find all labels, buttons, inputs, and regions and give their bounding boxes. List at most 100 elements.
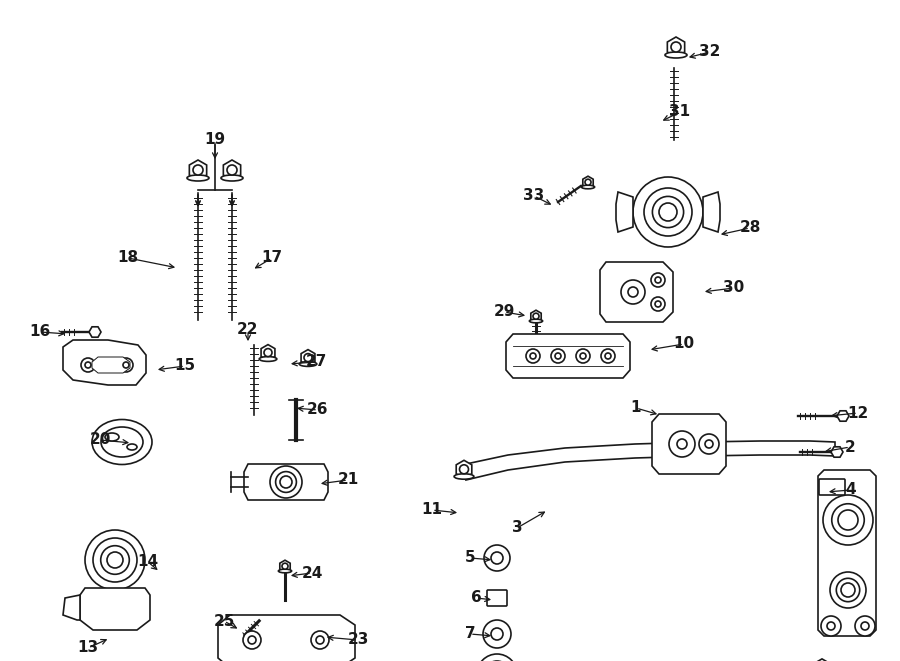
Ellipse shape [92, 420, 152, 465]
Text: 16: 16 [30, 325, 50, 340]
Circle shape [282, 563, 288, 569]
Circle shape [855, 616, 875, 636]
Circle shape [551, 349, 565, 363]
Text: 25: 25 [213, 613, 235, 629]
Circle shape [671, 42, 681, 52]
Text: 11: 11 [421, 502, 443, 518]
Polygon shape [818, 470, 876, 636]
Ellipse shape [127, 444, 137, 450]
Polygon shape [703, 192, 720, 232]
Circle shape [823, 495, 873, 545]
Text: 22: 22 [238, 323, 259, 338]
Circle shape [651, 273, 665, 287]
Circle shape [841, 583, 855, 597]
Circle shape [705, 440, 713, 448]
Text: 32: 32 [699, 44, 721, 59]
Circle shape [651, 297, 665, 311]
Polygon shape [63, 340, 146, 385]
Text: 15: 15 [175, 358, 195, 373]
Text: 31: 31 [670, 104, 690, 120]
Circle shape [243, 631, 261, 649]
Circle shape [460, 465, 469, 474]
Text: 26: 26 [307, 403, 328, 418]
Text: 33: 33 [524, 188, 544, 204]
Circle shape [311, 631, 329, 649]
Circle shape [628, 287, 638, 297]
Circle shape [576, 349, 590, 363]
Circle shape [838, 510, 858, 530]
Circle shape [555, 353, 561, 359]
Text: 13: 13 [77, 641, 99, 656]
Circle shape [821, 616, 841, 636]
Circle shape [248, 636, 256, 644]
Ellipse shape [259, 356, 277, 362]
Circle shape [484, 545, 510, 571]
Circle shape [655, 301, 661, 307]
Circle shape [304, 354, 312, 362]
Text: 6: 6 [471, 590, 482, 605]
Text: 14: 14 [138, 555, 158, 570]
Polygon shape [218, 615, 355, 661]
Circle shape [264, 348, 272, 356]
Text: 2: 2 [844, 440, 855, 455]
Circle shape [280, 476, 292, 488]
Text: 30: 30 [724, 280, 744, 295]
Circle shape [227, 165, 237, 175]
Text: 27: 27 [305, 354, 327, 369]
Circle shape [107, 552, 123, 568]
Polygon shape [466, 441, 835, 480]
Circle shape [85, 362, 91, 368]
Circle shape [830, 572, 866, 608]
Circle shape [483, 620, 511, 648]
Circle shape [530, 353, 536, 359]
Circle shape [659, 203, 677, 221]
Text: 23: 23 [347, 633, 369, 648]
Circle shape [601, 349, 615, 363]
Ellipse shape [665, 52, 687, 58]
Polygon shape [92, 357, 130, 373]
Circle shape [123, 362, 129, 368]
Circle shape [316, 636, 324, 644]
Circle shape [93, 538, 137, 582]
Circle shape [644, 188, 692, 236]
Circle shape [119, 358, 133, 372]
Circle shape [85, 530, 145, 590]
Circle shape [669, 431, 695, 457]
Text: 7: 7 [464, 627, 475, 641]
Circle shape [81, 358, 95, 372]
Ellipse shape [187, 175, 209, 181]
Ellipse shape [529, 319, 543, 323]
Circle shape [827, 622, 835, 630]
Text: 20: 20 [89, 432, 111, 447]
Circle shape [621, 280, 645, 304]
Ellipse shape [581, 185, 595, 189]
Text: 17: 17 [261, 251, 283, 266]
Polygon shape [63, 595, 80, 620]
Text: 28: 28 [739, 221, 760, 235]
Circle shape [655, 277, 661, 283]
Circle shape [193, 165, 203, 175]
Text: 21: 21 [338, 473, 358, 488]
Circle shape [699, 434, 719, 454]
Polygon shape [244, 464, 328, 500]
Circle shape [633, 177, 703, 247]
Ellipse shape [454, 474, 474, 479]
Text: 4: 4 [846, 483, 856, 498]
Circle shape [270, 466, 302, 498]
Text: 10: 10 [673, 336, 695, 352]
FancyBboxPatch shape [487, 590, 507, 606]
Circle shape [491, 628, 503, 640]
Ellipse shape [278, 569, 292, 573]
Polygon shape [80, 588, 150, 630]
Circle shape [605, 353, 611, 359]
Polygon shape [652, 414, 726, 474]
Circle shape [580, 353, 586, 359]
Text: 1: 1 [631, 401, 641, 416]
Polygon shape [616, 192, 633, 232]
Circle shape [491, 552, 503, 564]
Circle shape [533, 313, 539, 319]
Ellipse shape [299, 362, 317, 366]
Text: 24: 24 [302, 566, 323, 580]
FancyBboxPatch shape [819, 479, 845, 495]
Circle shape [861, 622, 869, 630]
